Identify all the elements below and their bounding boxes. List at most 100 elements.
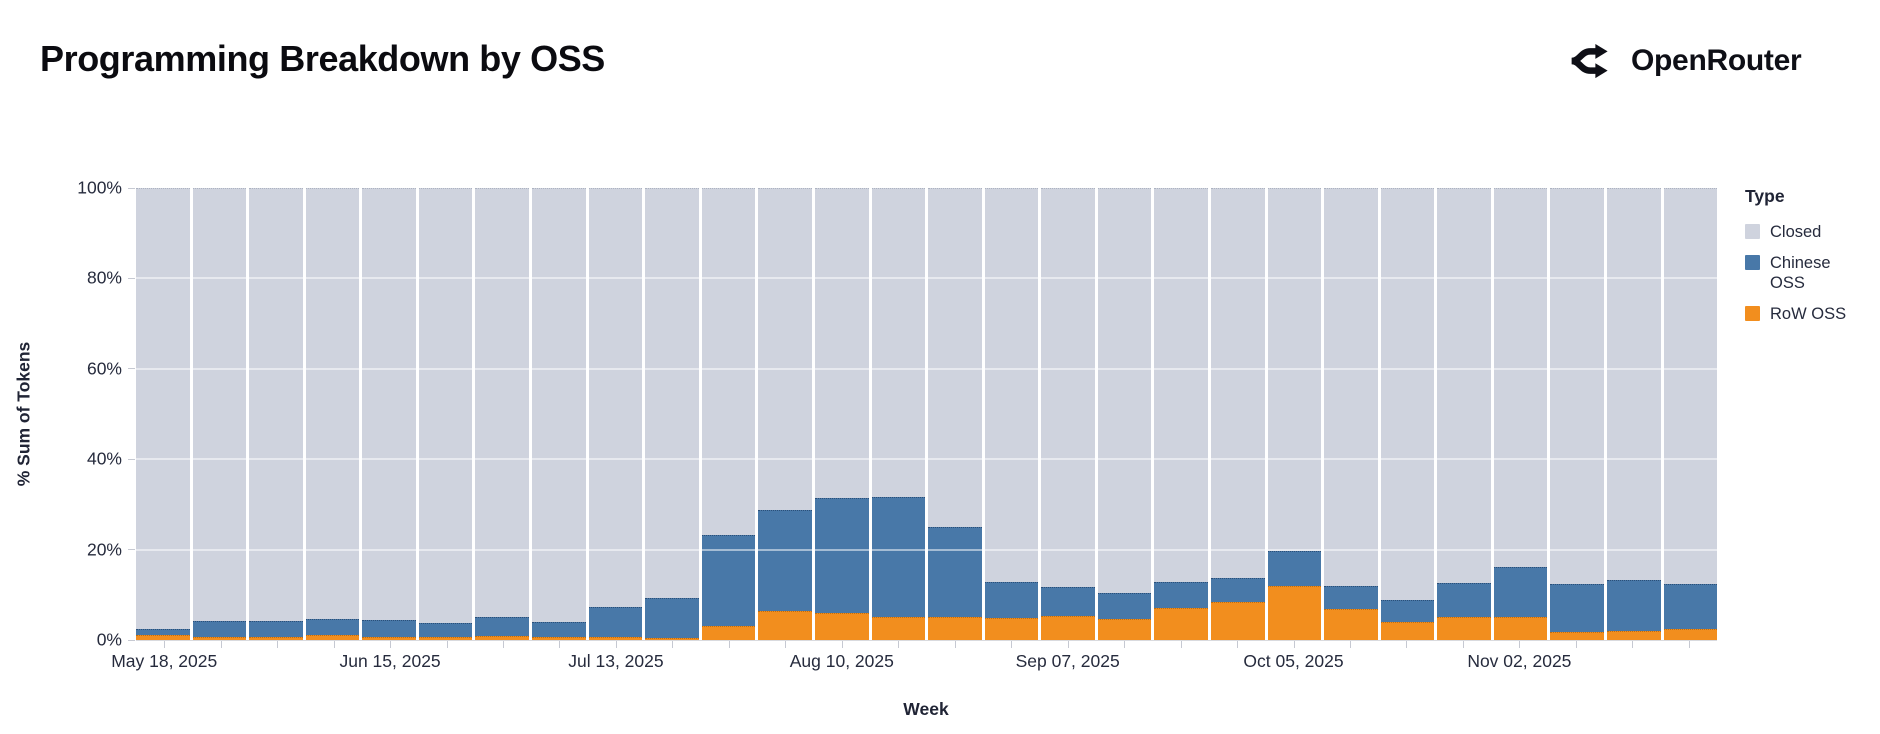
bar-segment-closed[interactable] bbox=[305, 188, 360, 619]
bar-segment-row-oss[interactable] bbox=[871, 616, 926, 640]
bar-segment-row-oss[interactable] bbox=[1210, 602, 1265, 640]
bar-segment-closed[interactable] bbox=[701, 188, 756, 535]
bar-segment-row-oss[interactable] bbox=[1550, 632, 1605, 640]
bar-segment-closed[interactable] bbox=[1267, 188, 1322, 551]
bar-segment-closed[interactable] bbox=[871, 188, 926, 497]
legend-item-chinese-oss[interactable]: Chinese OSS bbox=[1745, 254, 1877, 293]
legend-item-row-oss[interactable]: RoW OSS bbox=[1745, 305, 1877, 324]
bar-column[interactable] bbox=[645, 188, 699, 640]
bar-column[interactable] bbox=[1041, 188, 1095, 640]
bar-segment-chinese-oss[interactable] bbox=[1324, 585, 1378, 610]
bar-segment-closed[interactable] bbox=[984, 188, 1039, 583]
bar-segment-chinese-oss[interactable] bbox=[645, 597, 699, 639]
bar-segment-row-oss[interactable] bbox=[305, 635, 360, 640]
bar-segment-closed[interactable] bbox=[1437, 188, 1491, 584]
bar-segment-row-oss[interactable] bbox=[418, 637, 473, 640]
bar-segment-closed[interactable] bbox=[758, 188, 812, 510]
bar-segment-closed[interactable] bbox=[1663, 188, 1718, 584]
bar-segment-row-oss[interactable] bbox=[1097, 618, 1152, 640]
bar-segment-closed[interactable] bbox=[1550, 188, 1605, 584]
bar-segment-chinese-oss[interactable] bbox=[1663, 583, 1718, 629]
bar-segment-row-oss[interactable] bbox=[758, 611, 812, 640]
bar-column[interactable] bbox=[362, 188, 416, 640]
bar-column[interactable] bbox=[1550, 188, 1605, 640]
bar-column[interactable] bbox=[814, 188, 869, 640]
bar-segment-row-oss[interactable] bbox=[1663, 628, 1718, 640]
bar-column[interactable] bbox=[532, 188, 586, 640]
bar-column[interactable] bbox=[928, 188, 982, 640]
bar-column[interactable] bbox=[418, 188, 473, 640]
bar-segment-closed[interactable] bbox=[418, 188, 473, 624]
bar-segment-row-oss[interactable] bbox=[588, 637, 643, 640]
bar-column[interactable] bbox=[701, 188, 756, 640]
bar-segment-chinese-oss[interactable] bbox=[588, 606, 643, 638]
bar-column[interactable] bbox=[1437, 188, 1491, 640]
bar-segment-row-oss[interactable] bbox=[362, 636, 416, 640]
bar-column[interactable] bbox=[249, 188, 303, 640]
bar-segment-row-oss[interactable] bbox=[532, 637, 586, 640]
bar-segment-closed[interactable] bbox=[475, 188, 530, 618]
bar-segment-closed[interactable] bbox=[1097, 188, 1152, 593]
bar-segment-chinese-oss[interactable] bbox=[1380, 599, 1435, 623]
bar-column[interactable] bbox=[1663, 188, 1718, 640]
bar-segment-row-oss[interactable] bbox=[1041, 616, 1095, 640]
bar-column[interactable] bbox=[1380, 188, 1435, 640]
bar-segment-closed[interactable] bbox=[928, 188, 982, 527]
bar-segment-row-oss[interactable] bbox=[249, 636, 303, 640]
bar-segment-closed[interactable] bbox=[1493, 188, 1548, 567]
bar-column[interactable] bbox=[1154, 188, 1208, 640]
bar-segment-row-oss[interactable] bbox=[475, 635, 530, 640]
bar-segment-chinese-oss[interactable] bbox=[305, 618, 360, 636]
bar-segment-closed[interactable] bbox=[1380, 188, 1435, 600]
bar-segment-chinese-oss[interactable] bbox=[249, 621, 303, 637]
bar-segment-chinese-oss[interactable] bbox=[758, 509, 812, 612]
bar-segment-chinese-oss[interactable] bbox=[1493, 566, 1548, 617]
bar-column[interactable] bbox=[984, 188, 1039, 640]
bar-segment-closed[interactable] bbox=[645, 188, 699, 598]
bar-segment-chinese-oss[interactable] bbox=[1267, 550, 1322, 587]
bar-segment-chinese-oss[interactable] bbox=[475, 617, 530, 636]
bar-segment-chinese-oss[interactable] bbox=[1607, 580, 1661, 631]
bar-column[interactable] bbox=[588, 188, 643, 640]
bar-segment-chinese-oss[interactable] bbox=[192, 621, 247, 637]
bar-column[interactable] bbox=[192, 188, 247, 640]
bar-column[interactable] bbox=[475, 188, 530, 640]
bar-column[interactable] bbox=[136, 188, 190, 640]
bar-segment-row-oss[interactable] bbox=[136, 635, 190, 640]
bar-segment-row-oss[interactable] bbox=[1154, 608, 1208, 640]
bar-segment-closed[interactable] bbox=[588, 188, 643, 607]
bar-segment-chinese-oss[interactable] bbox=[701, 534, 756, 627]
bar-segment-chinese-oss[interactable] bbox=[1097, 592, 1152, 619]
bar-segment-closed[interactable] bbox=[1607, 188, 1661, 581]
bar-segment-closed[interactable] bbox=[249, 188, 303, 622]
bar-segment-row-oss[interactable] bbox=[192, 636, 247, 640]
bar-segment-row-oss[interactable] bbox=[1437, 616, 1491, 640]
bar-segment-closed[interactable] bbox=[1154, 188, 1208, 583]
bar-segment-row-oss[interactable] bbox=[1607, 630, 1661, 640]
bar-segment-chinese-oss[interactable] bbox=[532, 621, 586, 638]
bar-segment-row-oss[interactable] bbox=[814, 612, 869, 640]
bar-segment-chinese-oss[interactable] bbox=[871, 496, 926, 617]
bar-segment-closed[interactable] bbox=[532, 188, 586, 622]
bar-segment-closed[interactable] bbox=[136, 188, 190, 629]
bar-segment-closed[interactable] bbox=[1210, 188, 1265, 578]
bar-column[interactable] bbox=[1210, 188, 1265, 640]
bar-column[interactable] bbox=[305, 188, 360, 640]
bar-segment-closed[interactable] bbox=[362, 188, 416, 621]
bar-segment-row-oss[interactable] bbox=[1380, 622, 1435, 640]
openrouter-logo[interactable]: OpenRouter bbox=[1568, 38, 1802, 84]
bar-segment-closed[interactable] bbox=[1041, 188, 1095, 587]
legend-item-closed[interactable]: Closed bbox=[1745, 223, 1877, 242]
bar-segment-row-oss[interactable] bbox=[1324, 609, 1378, 640]
bar-segment-chinese-oss[interactable] bbox=[1210, 577, 1265, 603]
bar-segment-row-oss[interactable] bbox=[701, 626, 756, 640]
bar-column[interactable] bbox=[1607, 188, 1661, 640]
bar-segment-chinese-oss[interactable] bbox=[136, 628, 190, 636]
bar-column[interactable] bbox=[1267, 188, 1322, 640]
bar-segment-row-oss[interactable] bbox=[1493, 616, 1548, 640]
bar-segment-chinese-oss[interactable] bbox=[1437, 583, 1491, 617]
bar-segment-chinese-oss[interactable] bbox=[984, 582, 1039, 619]
bar-segment-chinese-oss[interactable] bbox=[814, 497, 869, 613]
bar-segment-row-oss[interactable] bbox=[984, 618, 1039, 640]
bar-segment-row-oss[interactable] bbox=[645, 638, 699, 640]
